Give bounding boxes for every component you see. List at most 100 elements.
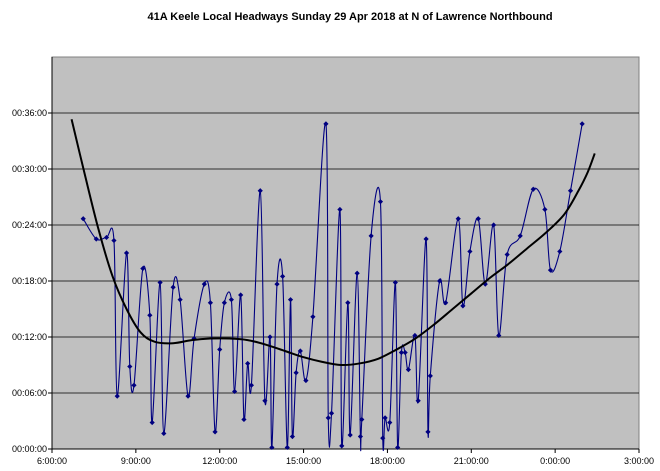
headway-point-22 bbox=[228, 297, 234, 303]
headway-point-10 bbox=[149, 419, 155, 426]
y-tick-label-2: 00:12:00 bbox=[12, 332, 47, 342]
headway-point-13 bbox=[170, 284, 176, 290]
headway-point-17 bbox=[201, 281, 207, 287]
headway-point-81 bbox=[567, 188, 574, 194]
headway-point-21 bbox=[221, 300, 227, 306]
headway-point-44 bbox=[337, 206, 343, 213]
headway-point-62 bbox=[415, 398, 421, 404]
trend-curve bbox=[70, 118, 596, 367]
headway-point-33 bbox=[280, 273, 286, 279]
headway-point-57 bbox=[395, 444, 401, 451]
x-tick-label-6: 0:00:00 bbox=[540, 456, 570, 466]
y-tick-label-5: 00:30:00 bbox=[12, 164, 47, 174]
headway-point-60 bbox=[405, 367, 411, 373]
headway-point-54 bbox=[382, 415, 388, 421]
headway-point-53 bbox=[380, 435, 386, 441]
headway-point-20 bbox=[217, 346, 223, 353]
headway-point-56 bbox=[392, 279, 398, 286]
headway-point-63 bbox=[423, 236, 429, 242]
headway-point-14 bbox=[177, 297, 183, 303]
headway-point-50 bbox=[359, 416, 365, 423]
headway-point-48 bbox=[354, 270, 360, 276]
y-tick-label-4: 00:24:00 bbox=[12, 220, 47, 230]
headway-point-78 bbox=[542, 206, 548, 213]
headway-point-34 bbox=[284, 444, 290, 451]
x-tick-label-1: 9:00:00 bbox=[121, 456, 151, 466]
x-tick-label-5: 21:00:00 bbox=[454, 456, 489, 466]
headway-point-39 bbox=[303, 377, 309, 384]
headway-point-66 bbox=[437, 278, 443, 284]
headway-point-58 bbox=[398, 349, 405, 356]
headway-point-80 bbox=[557, 248, 563, 255]
chart-title: 41A Keele Local Headways Sunday 29 Apr 2… bbox=[147, 11, 552, 23]
headway-point-35 bbox=[287, 297, 294, 303]
y-axis-ticks: 00:00:00 00:06:00 00:12:00 00:18:00 00:24:00… bbox=[12, 108, 52, 454]
x-tick-label-3: 15:00:00 bbox=[286, 456, 321, 466]
y-tick-label-6: 00:36:00 bbox=[12, 108, 47, 118]
headway-point-67 bbox=[443, 300, 449, 306]
headway-point-75 bbox=[504, 251, 510, 258]
x-tick-label-2: 12:00:00 bbox=[202, 456, 237, 466]
gridlines bbox=[52, 112, 639, 450]
headway-point-7 bbox=[131, 382, 137, 388]
x-tick-label-0: 6:00:00 bbox=[37, 456, 67, 466]
headway-point-29 bbox=[262, 398, 268, 404]
headway-point-61 bbox=[412, 332, 418, 339]
headway-point-41 bbox=[323, 121, 329, 127]
headway-point-64 bbox=[425, 429, 431, 435]
headway-point-51 bbox=[368, 233, 374, 239]
headway-point-23 bbox=[232, 388, 238, 395]
y-tick-label-3: 00:18:00 bbox=[12, 276, 47, 286]
headway-point-19 bbox=[212, 429, 218, 435]
headway-point-69 bbox=[460, 303, 466, 309]
x-axis-ticks: 6:00:00 9:00:00 12:00:00 15:00:00 18:00:00 21… bbox=[37, 449, 654, 466]
headway-point-16 bbox=[191, 335, 197, 342]
headway-point-45 bbox=[339, 443, 345, 449]
headway-point-46 bbox=[345, 300, 351, 306]
plot-area bbox=[51, 56, 640, 450]
headway-point-40 bbox=[310, 314, 316, 320]
headway-point-59 bbox=[402, 349, 408, 356]
headway-point-27 bbox=[248, 382, 254, 388]
y-tick-label-0: 00:00:00 bbox=[12, 444, 47, 454]
x-tick-label-7: 3:00:00 bbox=[624, 456, 654, 466]
headway-point-26 bbox=[245, 360, 251, 367]
headway-point-76 bbox=[517, 233, 523, 239]
headway-point-43 bbox=[328, 410, 335, 416]
headway-point-2 bbox=[103, 234, 110, 241]
headway-point-25 bbox=[241, 416, 247, 423]
headway-point-6 bbox=[127, 363, 133, 370]
headway-point-77 bbox=[530, 186, 536, 192]
headway-point-11 bbox=[157, 279, 163, 286]
x-tick-label-4: 18:00:00 bbox=[370, 456, 405, 466]
headway-point-30 bbox=[267, 334, 273, 340]
headway-point-32 bbox=[274, 281, 280, 287]
headway-point-5 bbox=[123, 250, 130, 256]
headway-point-3 bbox=[111, 237, 117, 244]
headway-point-73 bbox=[491, 222, 497, 228]
headway-point-12 bbox=[161, 430, 167, 437]
headway-point-47 bbox=[347, 432, 353, 438]
headway-point-65 bbox=[427, 373, 433, 379]
headway-point-82 bbox=[579, 121, 585, 127]
headway-point-38 bbox=[297, 348, 303, 354]
headway-point-49 bbox=[357, 433, 364, 440]
headway-point-15 bbox=[185, 393, 191, 399]
headway-point-31 bbox=[269, 444, 275, 451]
headway-point-71 bbox=[475, 216, 481, 222]
headway-point-79 bbox=[547, 267, 554, 273]
headway-point-36 bbox=[289, 433, 295, 440]
headway-point-0 bbox=[80, 216, 86, 222]
headway-point-68 bbox=[455, 216, 461, 222]
headway-point-28 bbox=[257, 188, 263, 194]
headway-point-55 bbox=[387, 419, 393, 426]
axes bbox=[51, 57, 639, 450]
headway-point-4 bbox=[114, 393, 120, 399]
headway-point-1 bbox=[93, 236, 99, 242]
headway-point-74 bbox=[496, 332, 502, 339]
headway-point-24 bbox=[238, 292, 244, 298]
headway-point-18 bbox=[207, 300, 213, 306]
y-tick-label-1: 00:06:00 bbox=[12, 388, 47, 398]
trend-line bbox=[70, 118, 596, 367]
